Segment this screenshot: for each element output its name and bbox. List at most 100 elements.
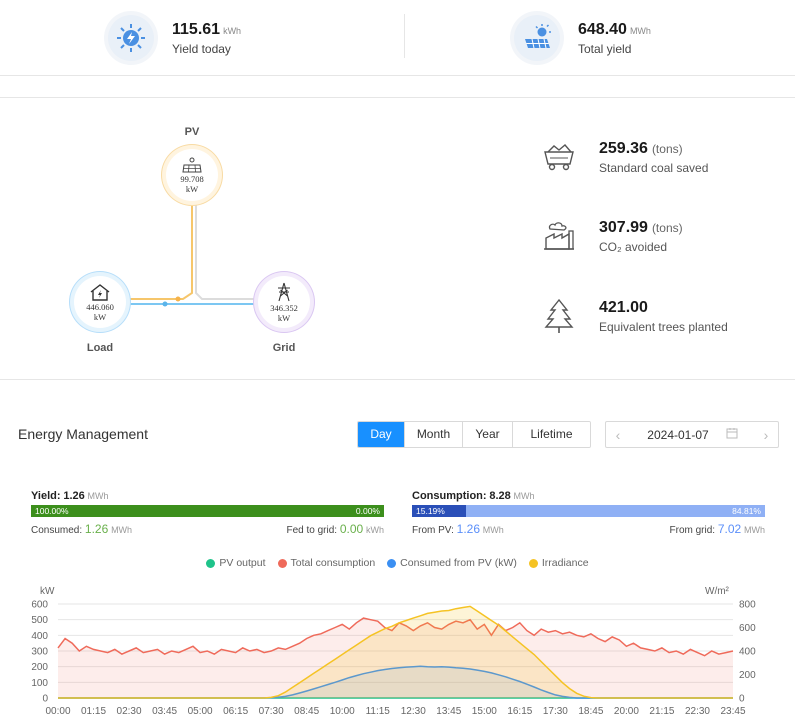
x-tick-label: 00:00: [45, 706, 70, 717]
consumption-value: 8.28: [489, 490, 511, 502]
x-tick-label: 03:45: [152, 706, 177, 717]
bolt-sun-icon: [108, 15, 154, 61]
from-grid-unit: MWh: [744, 525, 765, 535]
y-tick-label: 300: [31, 647, 48, 658]
consumption-unit: MWh: [513, 491, 535, 501]
x-tick-label: 12:30: [401, 706, 426, 717]
x-tick-label: 23:45: [720, 706, 745, 717]
pv-label: PV: [184, 126, 200, 138]
chart-legend: PV output Total consumption Consumed fro…: [0, 557, 795, 569]
consumed-value: 1.26: [84, 522, 109, 536]
fed-label: Fed to grid:: [286, 525, 338, 536]
pv-unit: kW: [185, 183, 199, 194]
grid-unit: kW: [277, 312, 291, 323]
energy-chart: kW W/m² 0 100 200 300 400 500 600 0 200 400 600 800 00…: [31, 586, 756, 717]
total-yield-kpi: 648.40 MWh Total yield: [514, 10, 651, 66]
consumed-from-pv-area: [58, 666, 733, 698]
calendar-icon[interactable]: [726, 427, 738, 442]
pv-node[interactable]: 99.708 kW: [166, 149, 218, 201]
consumption-pv-segment: [412, 505, 466, 517]
yield-balance-value: 1.26: [63, 490, 85, 502]
grid-label: Grid: [272, 342, 296, 354]
from-grid-value: 7.02: [717, 522, 742, 536]
consumption-label: Consumption:: [412, 490, 487, 502]
legend-total-consumption[interactable]: Total consumption: [277, 557, 376, 569]
load-label: Load: [86, 342, 114, 354]
tab-day[interactable]: Day: [358, 422, 404, 447]
consumption-bar-left-text: 15.19%: [416, 506, 445, 516]
pv-value: 99.708: [180, 173, 204, 184]
load-node[interactable]: 446.060 kW: [74, 276, 126, 328]
total-consumption-area: [58, 618, 733, 698]
yield-balance-label: Yield:: [31, 490, 61, 502]
y2-tick-label: 600: [739, 623, 756, 634]
factory-icon: [540, 217, 578, 255]
legend-consumed-from-pv-label: Consumed from PV (kW): [400, 557, 517, 569]
tab-lifetime[interactable]: Lifetime: [512, 422, 590, 447]
co2-label: CO₂ avoided: [599, 239, 668, 254]
y2-tick-label: 0: [739, 694, 745, 705]
x-tick-label: 10:00: [330, 706, 355, 717]
x-tick-label: 07:30: [259, 706, 284, 717]
y2-axis-unit: W/m²: [705, 586, 730, 597]
from-pv-value: 1.26: [456, 522, 480, 536]
coal-value: 259.36: [599, 139, 648, 157]
fed-value: 0.00: [339, 522, 364, 536]
summary-bar: 115.61 kWh Yield today 648.40 MWh Total y: [0, 0, 795, 76]
coal-unit: (tons): [651, 141, 683, 156]
yield-today-unit: kWh: [223, 25, 242, 36]
yield-consumed-segment: [31, 505, 384, 517]
x-tick-label: 20:00: [614, 706, 639, 717]
legend-consumed-from-pv[interactable]: Consumed from PV (kW): [387, 557, 517, 569]
from-pv-label: From PV:: [412, 525, 454, 536]
x-tick-label: 21:15: [649, 706, 674, 717]
y-tick-label: 0: [42, 694, 48, 705]
x-tick-label: 17:30: [543, 706, 568, 717]
yield-bar-right-text: 0.00%: [355, 506, 380, 516]
period-tabs: Day Month Year Lifetime: [357, 421, 591, 448]
y2-tick-label: 800: [739, 600, 756, 611]
trees-label: Equivalent trees planted: [599, 319, 728, 334]
yield-balance-unit: MWh: [87, 491, 109, 501]
consumption-progress-bar: 15.19% 84.81%: [412, 505, 765, 517]
solar-panel-icon: [182, 157, 202, 172]
tree-icon: [540, 297, 578, 335]
x-tick-label: 08:45: [294, 706, 319, 717]
grid-node[interactable]: 346.352 kW: [258, 276, 310, 328]
consumed-label: Consumed:: [31, 525, 83, 536]
prev-date-icon[interactable]: ‹: [615, 426, 621, 443]
y2-tick-label: 200: [739, 670, 756, 681]
next-date-icon[interactable]: ›: [763, 426, 769, 443]
yield-progress-bar: 100.00% 0.00%: [31, 505, 384, 517]
house-icon: [90, 283, 110, 301]
power-tower-icon: [278, 282, 290, 301]
from-pv-unit: MWh: [482, 525, 504, 535]
benefit-trees: 421.00 Equivalent trees planted: [540, 297, 728, 335]
irradiance-area: [58, 606, 733, 698]
grid-value: 346.352: [270, 302, 298, 313]
legend-irradiance[interactable]: Irradiance: [528, 557, 589, 569]
date-picker[interactable]: ‹ 2024-01-07 ›: [605, 421, 779, 448]
legend-total-consumption-label: Total consumption: [290, 557, 376, 569]
power-flow-panel: PV 99.708 kW 446.060 kW Load 346.352 kW …: [0, 97, 795, 380]
consumed-unit: MWh: [111, 525, 133, 535]
yield-today-kpi: 115.61 kWh Yield today: [108, 10, 241, 66]
consumption-bar-right-text: 84.81%: [732, 506, 761, 516]
x-tick-label: 11:15: [366, 706, 391, 717]
x-tick-label: 05:00: [188, 706, 213, 717]
load-value: 446.060: [86, 301, 114, 312]
date-value[interactable]: 2024-01-07: [647, 427, 709, 442]
trees-value: 421.00: [599, 298, 648, 316]
solar-panel-icon: [514, 15, 560, 61]
consumption-balance: Consumption: 8.28 MWh 15.19% 84.81% From…: [412, 490, 765, 536]
yield-today-value: 115.61: [172, 20, 221, 38]
legend-pv-output[interactable]: PV output: [206, 557, 266, 569]
x-tick-label: 16:15: [507, 706, 532, 717]
tab-year[interactable]: Year: [462, 422, 512, 447]
total-yield-value: 648.40: [578, 20, 627, 38]
benefit-co2: 307.99 (tons) CO₂ avoided: [540, 217, 683, 255]
tab-month[interactable]: Month: [404, 422, 462, 447]
fed-unit: kWh: [366, 525, 384, 535]
total-consumption-line: [57, 617, 734, 657]
coal-label: Standard coal saved: [599, 160, 709, 175]
